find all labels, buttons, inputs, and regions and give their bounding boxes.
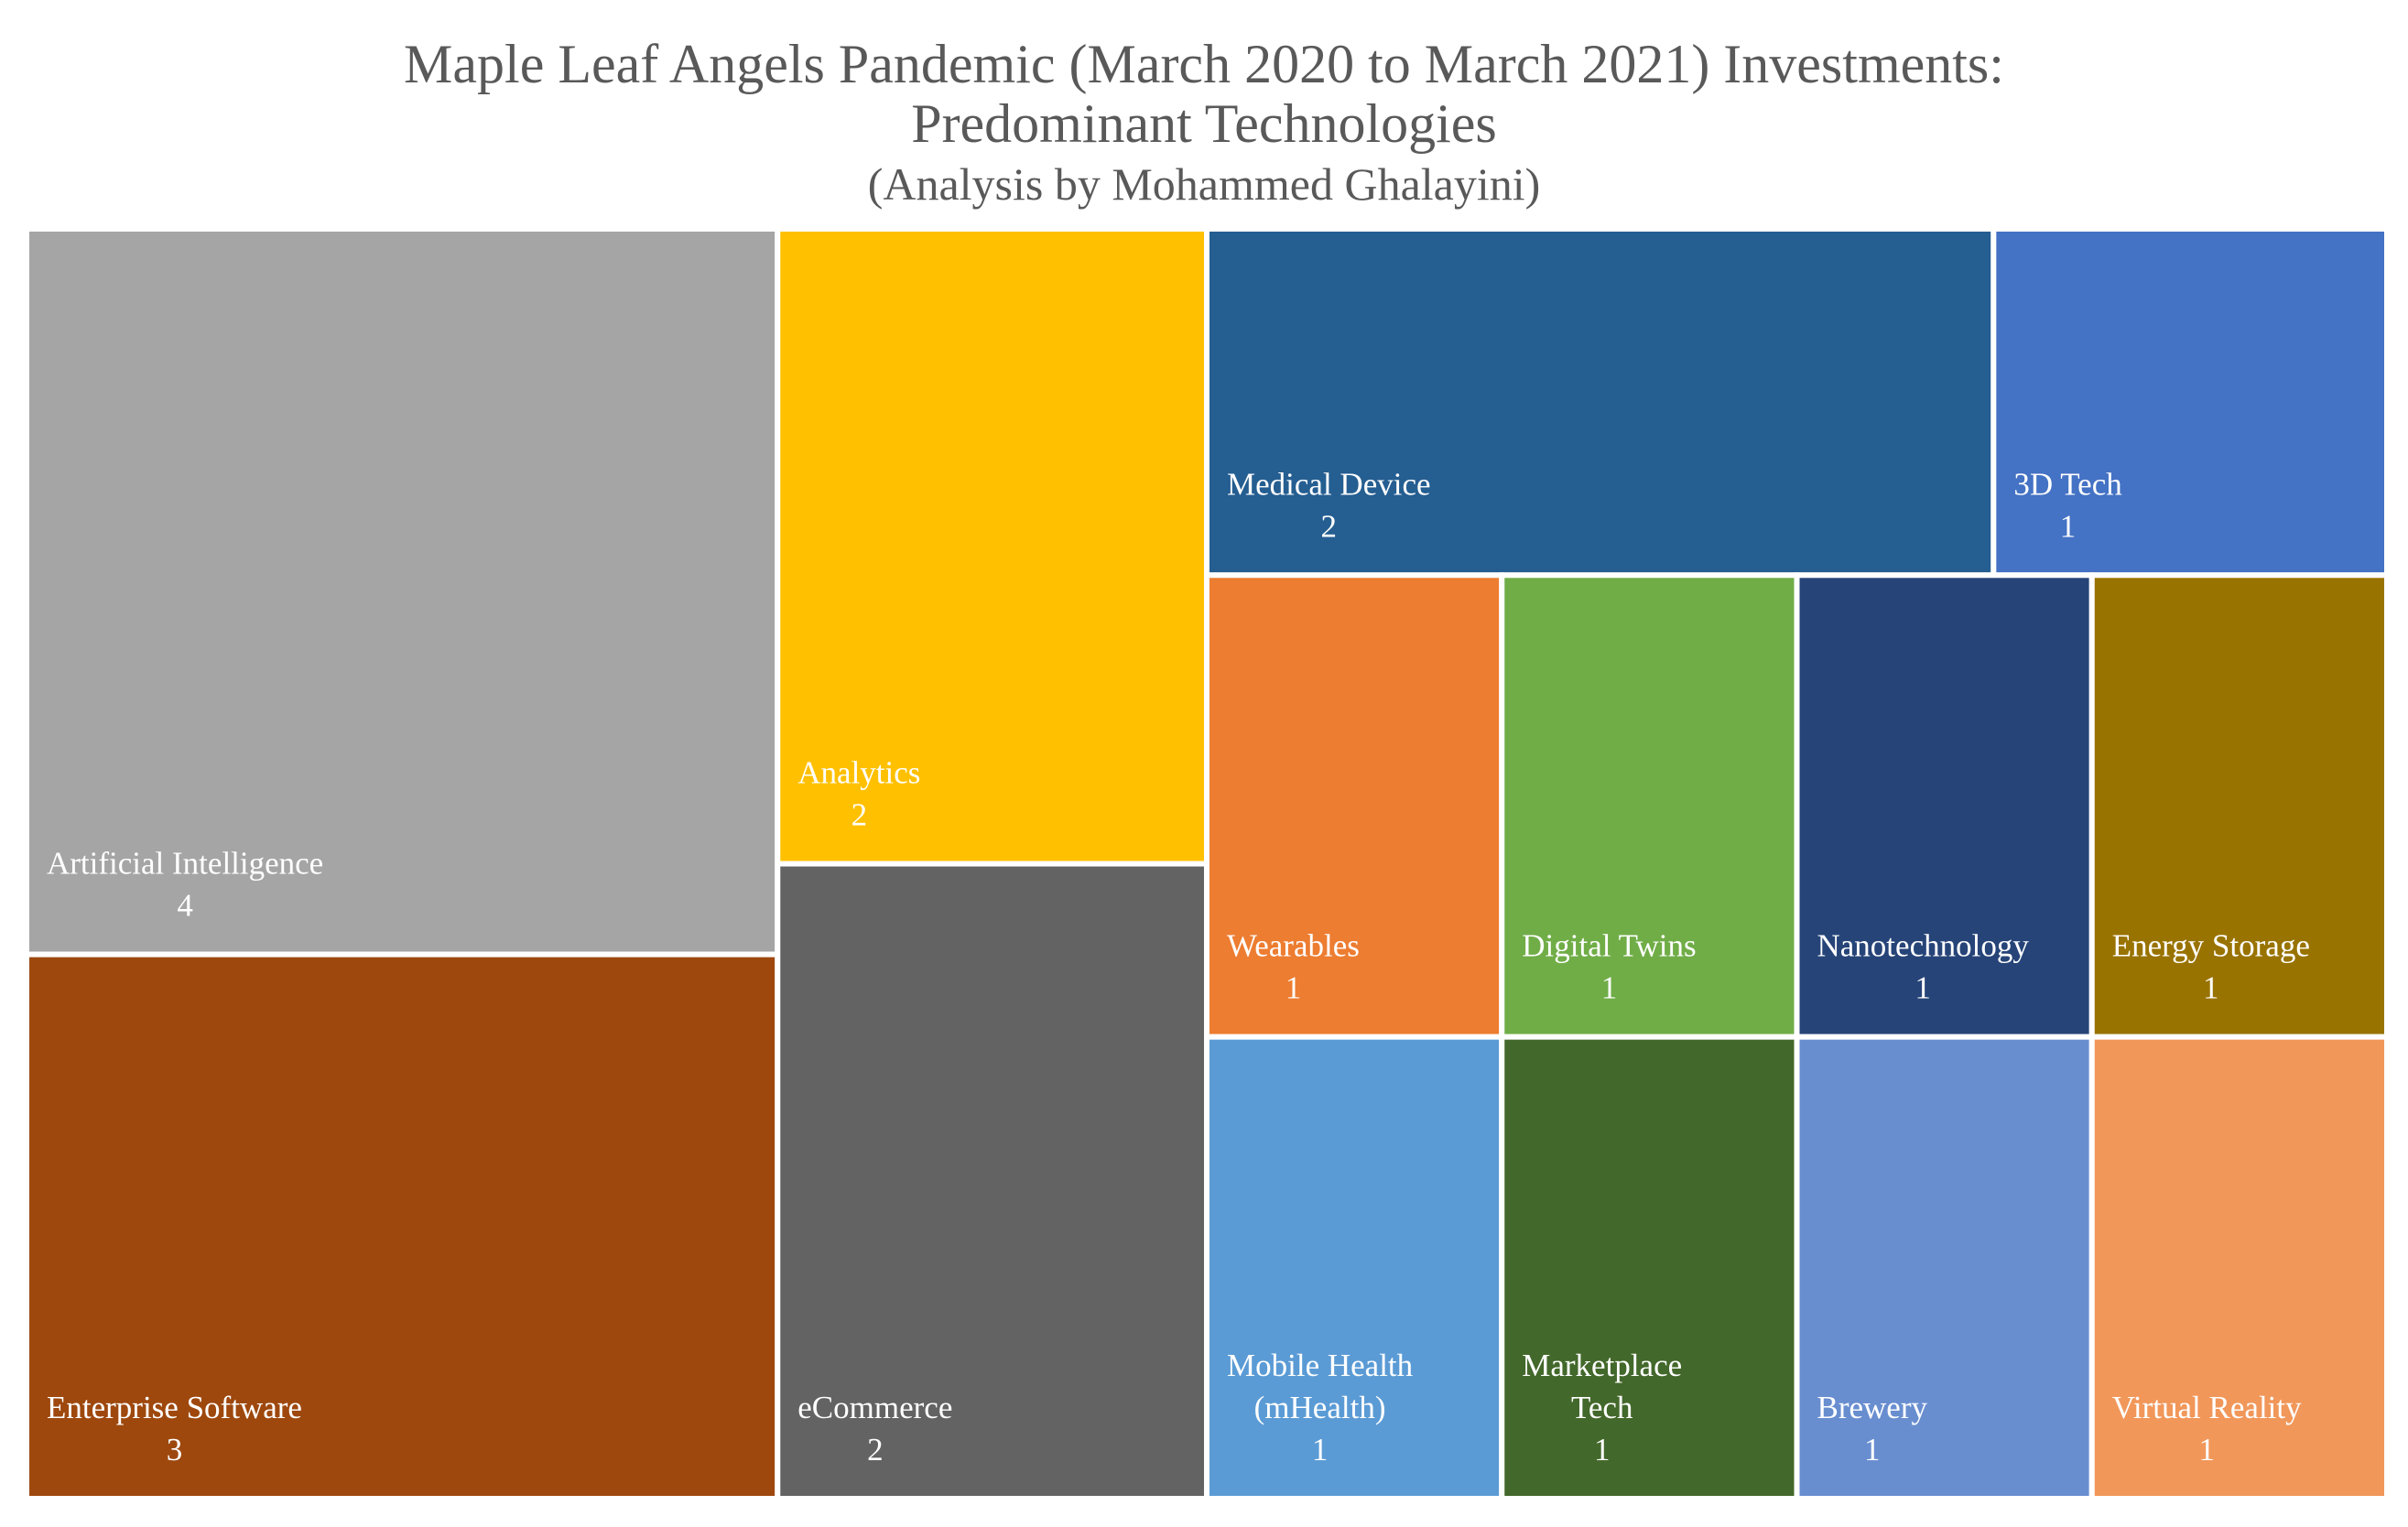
- tile-label: Medical Device: [1227, 466, 1431, 502]
- tile-rect: [1499, 572, 1800, 1040]
- tile-value: 1: [1312, 1432, 1329, 1467]
- tile-rect: [1204, 226, 1997, 579]
- tile-ecommerce: eCommerce 2: [775, 861, 1209, 1501]
- tile-label: Virtual Reality: [2112, 1390, 2302, 1425]
- tile-label: Brewery: [1817, 1390, 1928, 1425]
- tile-value: 3: [167, 1432, 183, 1467]
- tile-3d-tech: 3D Tech 1: [1990, 226, 2390, 579]
- tile-digital-twins: Digital Twins 1: [1499, 572, 1800, 1040]
- tile-value: 1: [1594, 1432, 1611, 1467]
- tile-value: 4: [177, 888, 193, 924]
- tile-rect: [1990, 226, 2390, 579]
- treemap-tiles: Artificial Intelligence 4 Enterprise Softw…: [24, 226, 2390, 1501]
- tile-artificial-intelligence: Artificial Intelligence 4: [24, 226, 781, 958]
- tile-wearables: Wearables 1: [1204, 572, 1505, 1040]
- tile-rect: [775, 861, 1209, 1501]
- tile-brewery: Brewery 1: [1794, 1034, 2095, 1501]
- tile-medical-device: Medical Device 2: [1204, 226, 1997, 579]
- tile-value: 1: [2060, 508, 2077, 544]
- tile-label: Artificial Intelligence: [47, 846, 323, 882]
- tile-rect: [1794, 572, 2095, 1040]
- tile-label: Digital Twins: [1522, 928, 1696, 964]
- tile-energy-storage: Energy Storage 1: [2088, 572, 2390, 1040]
- tile-label: Energy Storage: [2112, 928, 2310, 964]
- tile-label: Enterprise Software: [47, 1390, 302, 1425]
- tile-label: Mobile Health (mHealth): [1227, 1348, 1414, 1425]
- tile-rect: [1499, 1034, 1800, 1501]
- tile-rect: [24, 951, 781, 1501]
- tile-value: 1: [2203, 970, 2219, 1006]
- tile-label: Nanotechnology: [1817, 928, 2030, 964]
- tile-value: 2: [1321, 508, 1338, 544]
- tile-label: 3D Tech: [2013, 466, 2122, 502]
- tile-value: 1: [1601, 970, 1618, 1006]
- tile-value: 2: [867, 1432, 884, 1467]
- tile-virtual-reality: Virtual Reality 1: [2088, 1034, 2390, 1501]
- tile-value: 1: [2198, 1432, 2215, 1467]
- tile-value: 1: [1864, 1432, 1881, 1467]
- chart-title-line2: Predominant Technologies: [911, 93, 1497, 154]
- tile-enterprise-software: Enterprise Software 3: [24, 951, 781, 1501]
- tile-rect: [2088, 572, 2390, 1040]
- tile-nanotechnology: Nanotechnology 1: [1794, 572, 2095, 1040]
- tile-label: eCommerce: [797, 1390, 952, 1425]
- tile-rect: [1794, 1034, 2095, 1501]
- tile-label: Wearables: [1227, 928, 1360, 964]
- tile-rect: [1204, 1034, 1505, 1501]
- tile-rect: [24, 226, 781, 958]
- tile-value: 1: [1285, 970, 1302, 1006]
- tile-rect: [1204, 572, 1505, 1040]
- tile-rect: [2088, 1034, 2390, 1501]
- tile-label: Marketplace Tech: [1522, 1348, 1682, 1425]
- chart-title: Maple Leaf Angels Pandemic (March 2020 t…: [404, 34, 2004, 94]
- tile-marketplace-tech: Marketplace Tech 1: [1499, 1034, 1800, 1501]
- tile-value: 1: [1914, 970, 1931, 1006]
- tile-rect: [775, 226, 1209, 867]
- tile-value: 2: [851, 797, 868, 833]
- tile-mobile-health-mhealth: Mobile Health (mHealth) 1: [1204, 1034, 1505, 1501]
- chart-subtitle: (Analysis by Mohammed Ghalayini): [868, 158, 1541, 210]
- tile-analytics: Analytics 2: [775, 226, 1209, 867]
- tile-label: Analytics: [797, 755, 920, 791]
